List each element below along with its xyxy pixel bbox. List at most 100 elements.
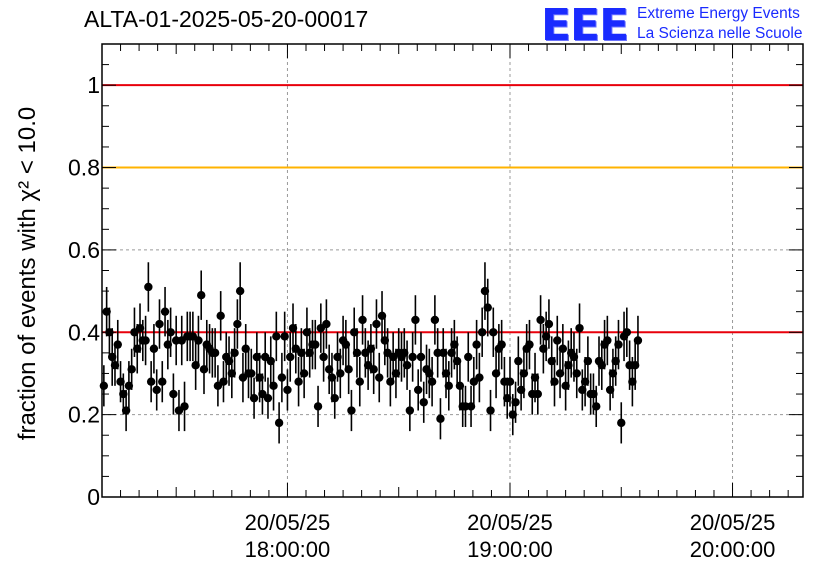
data-point xyxy=(155,319,164,329)
data-point xyxy=(355,377,364,386)
data-point xyxy=(149,344,159,353)
data-point xyxy=(319,352,328,362)
plot-frame xyxy=(101,43,804,498)
data-point xyxy=(413,385,423,395)
data-point xyxy=(127,365,136,374)
data-point xyxy=(294,377,303,386)
data-point xyxy=(113,340,122,349)
data-point xyxy=(160,307,170,316)
data-point xyxy=(477,328,487,337)
data-point xyxy=(444,381,453,391)
data-point xyxy=(269,381,278,391)
data-point xyxy=(146,377,156,386)
data-point xyxy=(550,377,559,386)
data-point xyxy=(536,315,545,325)
data-point xyxy=(286,352,295,362)
data-point xyxy=(553,336,562,345)
x-tick-label-date: 20/05/25 xyxy=(467,510,553,535)
data-point xyxy=(194,336,203,345)
data-point xyxy=(405,406,415,415)
data-point xyxy=(347,406,356,415)
data-point xyxy=(511,398,520,407)
chart-title: ALTA-01-2025-05-20-00017 xyxy=(84,6,369,32)
data-point xyxy=(299,369,309,378)
x-tick-label-time: 19:00:00 xyxy=(467,537,553,562)
data-point xyxy=(603,336,612,345)
data-point xyxy=(313,402,323,411)
data-point xyxy=(419,398,428,407)
data-point xyxy=(617,418,626,428)
data-point xyxy=(411,315,420,325)
data-point xyxy=(166,328,175,337)
x-tick-label-time: 18:00:00 xyxy=(245,537,331,562)
data-point xyxy=(330,393,339,403)
data-point xyxy=(311,340,320,349)
data-point xyxy=(483,303,492,312)
data-point xyxy=(369,365,378,374)
data-point xyxy=(283,385,292,395)
data-point xyxy=(235,286,245,296)
data-point xyxy=(472,340,481,349)
data-point xyxy=(336,369,345,378)
data-point xyxy=(622,328,632,337)
y-tick-label: 1 xyxy=(87,72,100,98)
data-point xyxy=(558,344,568,353)
data-point xyxy=(141,336,150,345)
data-point xyxy=(408,352,417,362)
x-tick-label-date: 20/05/25 xyxy=(690,510,776,535)
data-point xyxy=(144,282,153,292)
eee-logo: EEE Extreme Energy Events La Scienza nel… xyxy=(541,0,831,51)
data-point xyxy=(274,418,284,428)
data-point xyxy=(210,348,220,358)
data-point xyxy=(230,348,239,358)
data-point xyxy=(505,377,515,386)
data-point xyxy=(572,369,581,378)
data-point xyxy=(575,323,584,333)
data-point xyxy=(180,402,189,411)
data-point xyxy=(592,402,601,411)
data-point xyxy=(402,361,412,370)
y-tick-label: 0 xyxy=(87,484,100,510)
y-tick-label: 0.6 xyxy=(68,237,100,263)
data-point xyxy=(427,377,437,386)
data-point xyxy=(514,356,523,366)
data-point xyxy=(497,340,506,349)
data-point xyxy=(169,389,178,399)
data-point xyxy=(249,393,259,403)
data-point xyxy=(277,373,287,382)
data-point xyxy=(489,328,498,337)
data-point xyxy=(216,311,225,320)
data-point xyxy=(533,389,543,399)
data-point xyxy=(263,393,273,403)
data-point xyxy=(247,369,256,378)
data-point xyxy=(372,319,381,329)
data-point xyxy=(583,356,593,366)
data-point xyxy=(375,373,384,382)
data-point xyxy=(464,352,473,362)
data-point xyxy=(358,315,367,325)
eee-logo-mark: EEE xyxy=(541,0,629,51)
data-point xyxy=(99,381,109,391)
y-tick-label: 0.8 xyxy=(68,155,100,181)
data-point xyxy=(544,319,554,329)
y-tick-label: 0.4 xyxy=(68,319,100,345)
data-point xyxy=(486,406,495,415)
data-point xyxy=(416,352,426,362)
y-axis-label: fraction of events with χ² < 10.0 xyxy=(14,107,41,440)
data-point xyxy=(436,414,445,423)
data-point xyxy=(272,332,281,341)
data-point xyxy=(352,348,362,358)
x-tick-label-time: 20:00:00 xyxy=(690,537,776,562)
data-point xyxy=(475,373,484,382)
data-point xyxy=(152,385,161,395)
data-point xyxy=(344,365,353,374)
x-tick-label-date: 20/05/25 xyxy=(245,510,331,535)
logo-line-2: La Scienza nelle Scuole xyxy=(637,25,803,42)
data-point xyxy=(525,340,534,349)
data-point xyxy=(614,340,623,349)
data-point xyxy=(322,319,331,329)
data-point xyxy=(158,377,167,386)
y-tick-label: 0.2 xyxy=(68,402,100,428)
logo-line-1: Extreme Energy Events xyxy=(637,5,800,22)
